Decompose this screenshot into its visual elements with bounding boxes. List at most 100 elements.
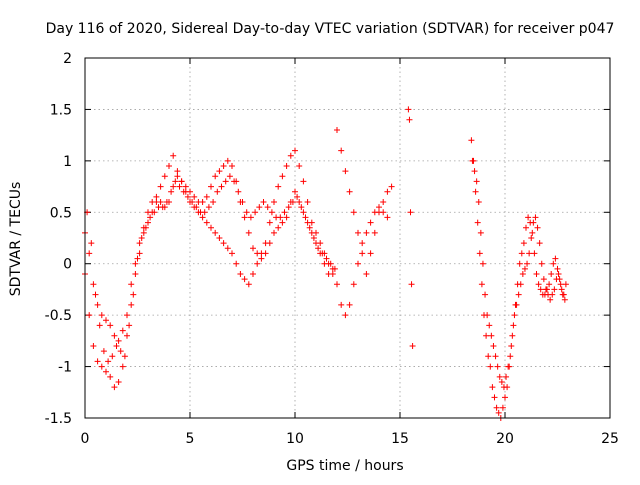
data-point [515,291,522,298]
data-point [224,245,231,252]
data-point [103,368,109,375]
data-point [528,235,535,241]
data-point [159,204,166,211]
data-point [472,188,479,195]
data-point [355,229,361,236]
data-point [201,209,208,216]
data-point [491,394,498,401]
data-point [199,199,206,205]
data-point [502,394,508,401]
data-point [488,332,495,339]
data-point [516,260,523,267]
data-point [100,348,107,355]
data-point [405,106,412,113]
data-point [331,265,338,272]
data-point [182,183,189,190]
data-point [525,214,532,221]
data-point [245,229,252,236]
data-point [98,312,105,319]
data-point [134,255,141,262]
data-point [157,199,164,205]
data-point [90,343,97,349]
data-point [103,317,109,324]
data-point [170,183,177,190]
data-point [482,291,489,298]
data-point [229,163,235,169]
data-point [208,183,214,190]
data-point [407,209,414,216]
data-point [476,250,483,257]
data-point [241,276,248,283]
data-point [555,271,562,277]
data-point [113,343,120,349]
data-point [98,363,105,370]
data-point [540,276,547,283]
data-point [327,260,334,267]
data-point [140,229,147,236]
data-point [518,250,525,257]
data-point [218,183,225,190]
y-tick-label: 2 [63,51,72,67]
data-point [292,188,298,195]
data-point [260,199,267,205]
data-point [471,168,478,175]
data-point [355,260,361,267]
data-point [283,214,290,221]
data-point [562,281,569,288]
data-point [220,163,227,169]
data-point [145,219,151,226]
data-point [380,199,387,205]
y-tick-label: 1 [63,154,72,170]
y-tick-label: 0 [63,257,72,273]
data-point [388,183,395,190]
data-point [334,127,340,133]
data-point [86,312,93,319]
tick-layer: 0 5 10 15 20 25 -1.5 -1 -0.5 0 0.5 1 1.5 2 [45,51,619,447]
data-point [511,312,518,319]
data-point [493,404,500,411]
data-point [483,332,490,339]
data-point [128,281,135,288]
point-layer [82,106,569,421]
data-point [384,188,391,195]
data-point [531,250,538,257]
data-point [258,250,265,257]
data-point [149,199,156,205]
y-tick-label: -1.5 [45,411,72,427]
data-point [153,193,160,200]
data-point [469,157,476,164]
data-point [264,204,271,211]
x-axis-label: GPS time / hours [286,458,403,474]
data-point [250,245,256,252]
data-point [210,199,217,205]
data-point [308,219,315,226]
data-point [526,250,533,257]
data-point [275,224,282,231]
data-point [509,332,516,339]
data-point [289,199,296,205]
data-point [300,178,307,185]
data-point [220,240,227,247]
data-point [172,178,179,185]
x-tick-label: 5 [186,431,195,447]
data-point [334,281,340,288]
data-point [535,281,542,288]
data-point [359,250,366,257]
data-point [536,240,543,247]
data-point [350,209,357,216]
data-point [226,173,233,180]
data-point [233,260,240,267]
data-point [350,281,357,288]
data-point [298,204,305,211]
data-point [468,137,475,144]
data-point [212,173,219,180]
data-point [216,235,223,241]
data-point [147,214,154,221]
data-point [533,271,540,277]
x-tick-label: 0 [81,431,90,447]
data-point [490,343,497,349]
data-point [235,188,242,195]
data-point [338,301,345,308]
data-point [109,353,116,360]
